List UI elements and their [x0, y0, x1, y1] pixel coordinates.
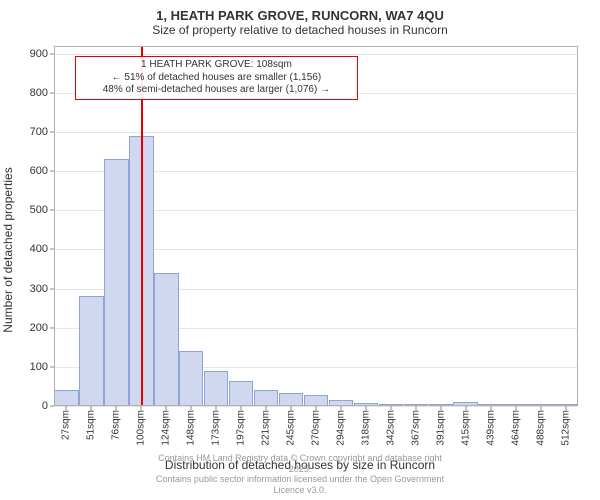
x-tick-label: 391sqm [435, 410, 446, 446]
histogram-bar [54, 390, 78, 406]
callout-box: 1 HEATH PARK GROVE: 108sqm← 51% of detac… [75, 56, 358, 100]
y-tick-mark [50, 288, 54, 289]
callout-line: 1 HEATH PARK GROVE: 108sqm [82, 59, 351, 72]
y-tick-mark [50, 366, 54, 367]
x-tick-label: 367sqm [410, 410, 421, 446]
y-tick-label: 500 [30, 204, 48, 216]
x-tick-label: 294sqm [335, 410, 346, 446]
x-tick-label: 415sqm [460, 410, 471, 446]
gridline [54, 54, 578, 55]
y-tick-label: 600 [30, 165, 48, 177]
histogram-bar [204, 371, 228, 406]
y-tick-mark [50, 92, 54, 93]
x-tick-label: 318sqm [360, 410, 371, 446]
histogram-bar [279, 393, 303, 406]
plot-area: 010020030040050060070080090027sqm51sqm76… [54, 46, 578, 406]
x-tick-label: 464sqm [510, 410, 521, 446]
y-tick-label: 100 [30, 361, 48, 373]
y-axis-label: Number of detached properties [1, 167, 15, 332]
y-tick-label: 200 [30, 322, 48, 334]
x-tick-label: 439sqm [485, 410, 496, 446]
y-tick-mark [50, 53, 54, 54]
marker-line [141, 46, 143, 406]
x-tick-label: 488sqm [535, 410, 546, 446]
x-tick-label: 76sqm [111, 410, 122, 440]
x-tick-label: 148sqm [186, 410, 197, 446]
y-tick-mark [50, 327, 54, 328]
histogram-bar [104, 159, 128, 406]
attribution-line: Contains HM Land Registry data © Crown c… [150, 453, 450, 475]
y-tick-mark [50, 210, 54, 211]
chart-title-block: 1, HEATH PARK GROVE, RUNCORN, WA7 4QU Si… [0, 0, 600, 37]
x-tick-label: 27sqm [61, 410, 72, 440]
y-tick-mark [50, 249, 54, 250]
x-tick-label: 245sqm [286, 410, 297, 446]
x-tick-label: 51sqm [86, 410, 97, 440]
gridline [54, 132, 578, 133]
y-tick-label: 300 [30, 283, 48, 295]
callout-line: ← 51% of detached houses are smaller (1,… [82, 72, 351, 85]
y-tick-mark [50, 171, 54, 172]
y-tick-label: 700 [30, 126, 48, 138]
histogram-chart: 1, HEATH PARK GROVE, RUNCORN, WA7 4QU Si… [0, 0, 600, 500]
attribution: Contains HM Land Registry data © Crown c… [150, 453, 450, 496]
histogram-bar [179, 351, 203, 406]
x-tick-label: 197sqm [236, 410, 247, 446]
y-tick-label: 800 [30, 87, 48, 99]
x-tick-label: 221sqm [261, 410, 272, 446]
x-tick-label: 124sqm [161, 410, 172, 446]
attribution-line: Contains public sector information licen… [150, 474, 450, 496]
y-tick-label: 0 [42, 400, 48, 412]
histogram-bar [229, 381, 253, 406]
chart-title: 1, HEATH PARK GROVE, RUNCORN, WA7 4QU [0, 8, 600, 23]
y-tick-label: 400 [30, 243, 48, 255]
histogram-bar [254, 390, 278, 406]
y-tick-mark [50, 132, 54, 133]
x-tick-label: 342sqm [385, 410, 396, 446]
histogram-bar [304, 395, 328, 406]
callout-line: 48% of semi-detached houses are larger (… [82, 84, 351, 97]
histogram-bar [79, 296, 103, 406]
y-tick-label: 900 [30, 48, 48, 60]
chart-subtitle: Size of property relative to detached ho… [0, 23, 600, 37]
histogram-bar [154, 273, 178, 406]
x-tick-label: 270sqm [311, 410, 322, 446]
x-tick-label: 512sqm [560, 410, 571, 446]
x-tick-label: 100sqm [136, 410, 147, 446]
x-tick-label: 173sqm [211, 410, 222, 446]
